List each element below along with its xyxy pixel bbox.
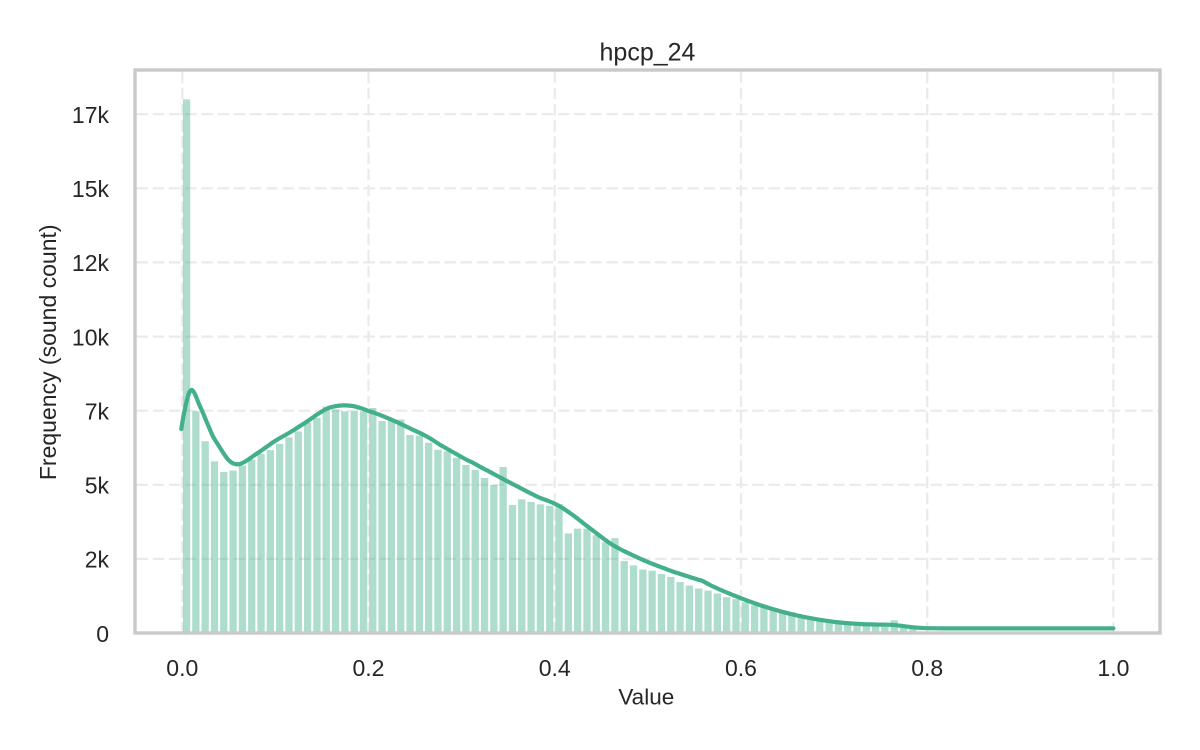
svg-text:5k: 5k [85,473,110,499]
svg-text:2k: 2k [85,547,110,573]
svg-text:Frequency (sound count): Frequency (sound count) [35,224,61,480]
svg-text:0.8: 0.8 [911,655,943,681]
svg-text:10k: 10k [72,324,110,350]
svg-text:7k: 7k [85,399,110,425]
svg-text:Value: Value [618,685,674,710]
svg-text:0.6: 0.6 [725,655,757,681]
svg-text:12k: 12k [72,250,110,276]
svg-text:0: 0 [96,621,109,647]
svg-text:hpcp_24: hpcp_24 [600,38,696,66]
svg-text:0.2: 0.2 [353,655,385,681]
svg-text:15k: 15k [72,176,110,202]
svg-text:17k: 17k [72,102,110,128]
svg-text:0.0: 0.0 [166,655,198,681]
svg-text:0.4: 0.4 [539,655,571,681]
svg-text:1.0: 1.0 [1097,655,1129,681]
